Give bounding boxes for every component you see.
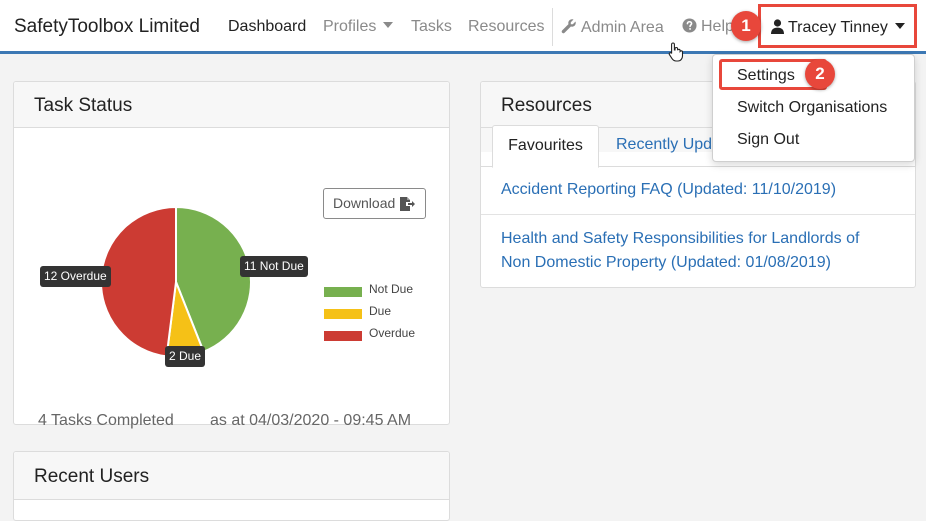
recent-users-card: Recent Users: [13, 451, 450, 521]
task-status-pie-chart: [100, 206, 252, 358]
resource-link[interactable]: Health and Safety Responsibilities for L…: [501, 230, 860, 271]
top-navbar: SafetyToolbox Limited Dashboard Profiles…: [0, 0, 926, 54]
nav-admin-area-label: Admin Area: [581, 19, 664, 36]
as-at-timestamp: as at 04/03/2020 - 09:45 AM: [210, 412, 412, 429]
nav-divider: [552, 8, 553, 46]
nav-help-label: Help: [701, 18, 734, 35]
user-menu-button[interactable]: Tracey Tinney: [758, 4, 917, 48]
legend-swatch-not-due: [324, 287, 362, 297]
tab-recently-updated[interactable]: Recently Upd: [616, 136, 713, 153]
brand-title[interactable]: SafetyToolbox Limited: [14, 16, 200, 37]
nav-profiles-label: Profiles: [323, 18, 377, 35]
legend-label-due: Due: [369, 304, 392, 318]
legend-swatch-due: [324, 309, 362, 319]
download-label: Download: [333, 195, 396, 211]
nav-dashboard[interactable]: Dashboard: [228, 18, 307, 35]
task-status-card: Task Status Download 11 Not Due 2 Due 12…: [13, 81, 450, 429]
step-badge-1: 1: [731, 11, 761, 41]
nav-tasks[interactable]: Tasks: [411, 18, 452, 35]
file-export-icon: [400, 197, 415, 211]
download-button[interactable]: Download: [323, 188, 426, 219]
resources-tabs: Favourites Recently Upd: [481, 125, 915, 168]
user-icon: [771, 19, 784, 34]
chevron-down-icon: [894, 23, 905, 29]
nav-profiles[interactable]: Profiles: [323, 18, 394, 36]
resource-divider: [481, 214, 915, 215]
menu-item-switch-organisations[interactable]: Switch Organisations: [737, 99, 888, 116]
resource-link[interactable]: Accident Reporting FAQ (Updated: 11/10/2…: [501, 181, 837, 198]
menu-item-settings[interactable]: Settings: [737, 67, 795, 84]
legend-swatch-overdue: [324, 331, 362, 341]
step-badge-2: 2: [805, 59, 835, 89]
tasks-completed-text: 4 Tasks Completed: [38, 412, 174, 429]
menu-item-sign-out[interactable]: Sign Out: [737, 131, 800, 148]
task-status-title: Task Status: [34, 95, 133, 116]
legend-label-not-due: Not Due: [369, 282, 414, 296]
nav-resources[interactable]: Resources: [468, 18, 545, 35]
task-status-header: Task Status: [14, 82, 449, 128]
chevron-down-icon: [383, 22, 394, 28]
recent-users-title: Recent Users: [34, 466, 150, 487]
nav-help[interactable]: Help: [682, 18, 734, 36]
hand-cursor-icon: [668, 42, 684, 62]
recent-users-header: Recent Users: [14, 452, 449, 500]
pie-label-not-due: 11 Not Due: [240, 256, 308, 277]
nav-admin-area[interactable]: Admin Area: [561, 18, 664, 37]
legend-label-overdue: Overdue: [369, 326, 416, 340]
user-menu-label-wrap: Tracey Tinney: [771, 19, 905, 37]
help-icon: [682, 18, 697, 33]
pie-label-overdue: 12 Overdue: [40, 266, 111, 287]
user-name: Tracey Tinney: [788, 19, 888, 36]
pie-label-due: 2 Due: [165, 346, 206, 367]
tab-favourites[interactable]: Favourites: [492, 125, 599, 168]
pie-slice-overdue[interactable]: [100, 206, 177, 358]
wrench-icon: [561, 19, 576, 34]
resources-title: Resources: [501, 95, 592, 116]
